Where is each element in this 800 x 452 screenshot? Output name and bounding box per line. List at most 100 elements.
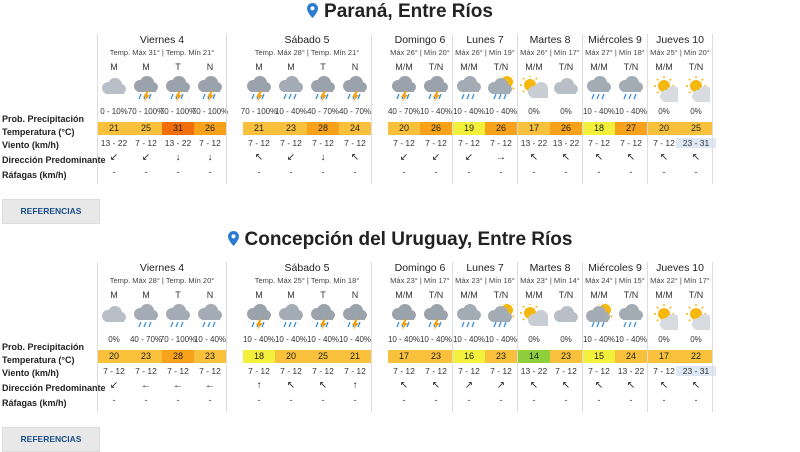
period-label: N — [194, 290, 226, 300]
wind-direction-arrow-icon: ↖ — [275, 380, 307, 391]
temperature-cell: 15 — [583, 350, 615, 363]
wind-direction-arrow-icon: ↖ — [615, 152, 647, 163]
rain-icon — [617, 76, 645, 102]
period-label: T/N — [680, 62, 712, 72]
cloudy-icon — [552, 304, 580, 330]
wind-direction-arrow-icon: ↖ — [339, 152, 371, 163]
precipitation-value: 40 - 70% — [335, 107, 375, 116]
period-label: M — [130, 290, 162, 300]
day-name: Miércoles 9 — [583, 34, 647, 46]
wind-direction-arrow-icon: ← — [130, 380, 162, 391]
temperature-cell: 23 — [485, 350, 517, 363]
period-label: M — [130, 62, 162, 72]
row-label: Ráfagas (km/h) — [2, 170, 67, 180]
wind-direction-arrow-icon: ↖ — [388, 380, 420, 391]
wind-direction-arrow-icon: ↖ — [648, 380, 680, 391]
wind-direction-arrow-icon: ↙ — [275, 152, 307, 163]
thunderstorm-icon — [245, 304, 273, 330]
temperature-cell: 22 — [680, 350, 712, 363]
thunderstorm-icon — [309, 76, 337, 102]
wind-value: 23 - 31 — [676, 366, 716, 376]
period-label: T/N — [550, 290, 582, 300]
thunderstorm-icon — [309, 304, 337, 330]
city-name: Concepción del Uruguay, Entre Ríos — [245, 229, 573, 250]
temperature-cell: 17 — [518, 122, 550, 135]
row-label: Dirección Predominante — [2, 383, 106, 393]
gust-value: - — [420, 167, 452, 177]
temperature-cell: 23 — [550, 350, 582, 363]
day-temp-range: Máx 26° | Mín 19° — [453, 48, 517, 57]
period-label: M/M — [518, 62, 550, 72]
city-name: Paraná, Entre Ríos — [324, 1, 493, 22]
temperature-cell: 25 — [130, 122, 162, 135]
wind-direction-arrow-icon: ↙ — [420, 152, 452, 163]
temperature-cell: 17 — [648, 350, 680, 363]
rain-icon — [132, 304, 160, 330]
gust-value: - — [518, 395, 550, 405]
day-name: Martes 8 — [518, 262, 582, 274]
temperature-cell: 31 — [162, 122, 194, 135]
wind-direction-arrow-icon: ↖ — [518, 380, 550, 391]
gust-value: - — [194, 395, 226, 405]
day-temp-range: Temp. Máx 25° | Temp. Mín 18° — [243, 276, 371, 285]
city-title: Paraná, Entre Ríos — [0, 1, 800, 24]
temperature-cell: 26 — [550, 122, 582, 135]
temperature-cell: 14 — [518, 350, 550, 363]
gust-value: - — [615, 395, 647, 405]
period-label: M/M — [453, 62, 485, 72]
references-button[interactable]: REFERENCIAS — [2, 427, 100, 452]
period-label: M/M — [388, 290, 420, 300]
gust-value: - — [130, 395, 162, 405]
partly-sunny-icon — [520, 304, 548, 330]
thunderstorm-icon — [341, 76, 369, 102]
gust-value: - — [98, 167, 130, 177]
period-label: T/N — [485, 62, 517, 72]
day-temp-range: Máx 23° | Mín 16° — [453, 276, 517, 285]
sun-rain-icon — [585, 304, 613, 330]
thunderstorm-icon — [245, 76, 273, 102]
gust-value: - — [583, 167, 615, 177]
gust-value: - — [307, 395, 339, 405]
period-label: M/M — [648, 290, 680, 300]
wind-value: 7 - 12 — [335, 366, 375, 376]
thunderstorm-icon — [196, 76, 224, 102]
temperature-cell: 27 — [615, 122, 647, 135]
day-name: Martes 8 — [518, 34, 582, 46]
day-separator — [371, 34, 372, 184]
day-name: Sábado 5 — [243, 34, 371, 46]
day-temp-range: Máx 24° | Mín 15° — [583, 276, 647, 285]
gust-value: - — [583, 395, 615, 405]
gust-value: - — [680, 395, 712, 405]
rain-icon — [585, 76, 613, 102]
wind-direction-arrow-icon: ↑ — [339, 380, 371, 391]
day-separator — [97, 34, 98, 184]
thunderstorm-icon — [390, 76, 418, 102]
references-button[interactable]: REFERENCIAS — [2, 199, 100, 224]
thunderstorm-icon — [422, 76, 450, 102]
period-label: M/M — [648, 62, 680, 72]
wind-direction-arrow-icon: ↖ — [307, 380, 339, 391]
period-label: T — [307, 62, 339, 72]
temperature-cell: 18 — [243, 350, 275, 363]
sunny-icon — [682, 304, 710, 330]
day-separator — [371, 262, 372, 412]
sunny-icon — [650, 304, 678, 330]
temperature-cell: 24 — [615, 350, 647, 363]
wind-direction-arrow-icon: → — [485, 152, 517, 163]
day-separator — [712, 262, 713, 412]
thunderstorm-icon — [341, 304, 369, 330]
temperature-cell: 17 — [388, 350, 420, 363]
temperature-cell: 23 — [130, 350, 162, 363]
wind-direction-arrow-icon: ↖ — [518, 152, 550, 163]
rain-icon — [455, 304, 483, 330]
gust-value: - — [485, 167, 517, 177]
wind-direction-arrow-icon: ↙ — [98, 380, 130, 391]
thunderstorm-icon — [164, 76, 192, 102]
period-label: T/N — [615, 62, 647, 72]
day-separator — [226, 262, 227, 412]
gust-value: - — [615, 167, 647, 177]
wind-direction-arrow-icon: ↖ — [550, 152, 582, 163]
wind-direction-arrow-icon: ↙ — [130, 152, 162, 163]
temperature-cell: 24 — [339, 122, 371, 135]
